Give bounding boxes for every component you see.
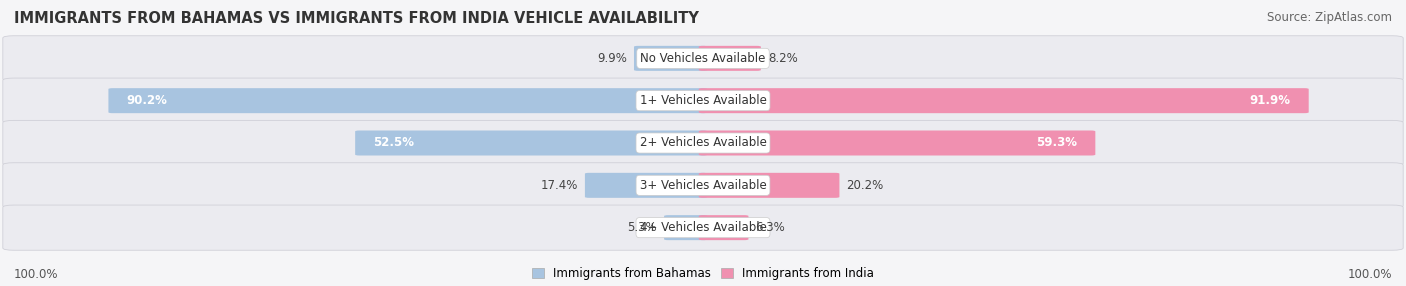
FancyBboxPatch shape [664, 215, 707, 240]
FancyBboxPatch shape [3, 205, 1403, 250]
Text: 20.2%: 20.2% [846, 179, 884, 192]
Text: 59.3%: 59.3% [1036, 136, 1077, 150]
FancyBboxPatch shape [699, 215, 748, 240]
Text: 100.0%: 100.0% [1347, 268, 1392, 281]
Text: 52.5%: 52.5% [374, 136, 415, 150]
Text: 8.2%: 8.2% [768, 52, 797, 65]
Legend: Immigrants from Bahamas, Immigrants from India: Immigrants from Bahamas, Immigrants from… [531, 267, 875, 280]
Text: 1+ Vehicles Available: 1+ Vehicles Available [640, 94, 766, 107]
Text: 3+ Vehicles Available: 3+ Vehicles Available [640, 179, 766, 192]
FancyBboxPatch shape [699, 130, 1095, 156]
Text: 2+ Vehicles Available: 2+ Vehicles Available [640, 136, 766, 150]
FancyBboxPatch shape [699, 173, 839, 198]
Text: 90.2%: 90.2% [127, 94, 167, 107]
Text: 6.3%: 6.3% [755, 221, 785, 234]
Text: 17.4%: 17.4% [540, 179, 578, 192]
FancyBboxPatch shape [585, 173, 707, 198]
FancyBboxPatch shape [3, 78, 1403, 123]
FancyBboxPatch shape [699, 88, 1309, 113]
Text: IMMIGRANTS FROM BAHAMAS VS IMMIGRANTS FROM INDIA VEHICLE AVAILABILITY: IMMIGRANTS FROM BAHAMAS VS IMMIGRANTS FR… [14, 11, 699, 26]
Text: 100.0%: 100.0% [14, 268, 59, 281]
Text: 4+ Vehicles Available: 4+ Vehicles Available [640, 221, 766, 234]
FancyBboxPatch shape [699, 46, 761, 71]
FancyBboxPatch shape [108, 88, 707, 113]
Text: 9.9%: 9.9% [598, 52, 627, 65]
Text: 91.9%: 91.9% [1250, 94, 1291, 107]
Text: No Vehicles Available: No Vehicles Available [640, 52, 766, 65]
Text: Source: ZipAtlas.com: Source: ZipAtlas.com [1267, 11, 1392, 24]
FancyBboxPatch shape [634, 46, 707, 71]
FancyBboxPatch shape [3, 163, 1403, 208]
Text: 5.3%: 5.3% [627, 221, 657, 234]
FancyBboxPatch shape [3, 120, 1403, 166]
FancyBboxPatch shape [356, 130, 707, 156]
FancyBboxPatch shape [3, 36, 1403, 81]
